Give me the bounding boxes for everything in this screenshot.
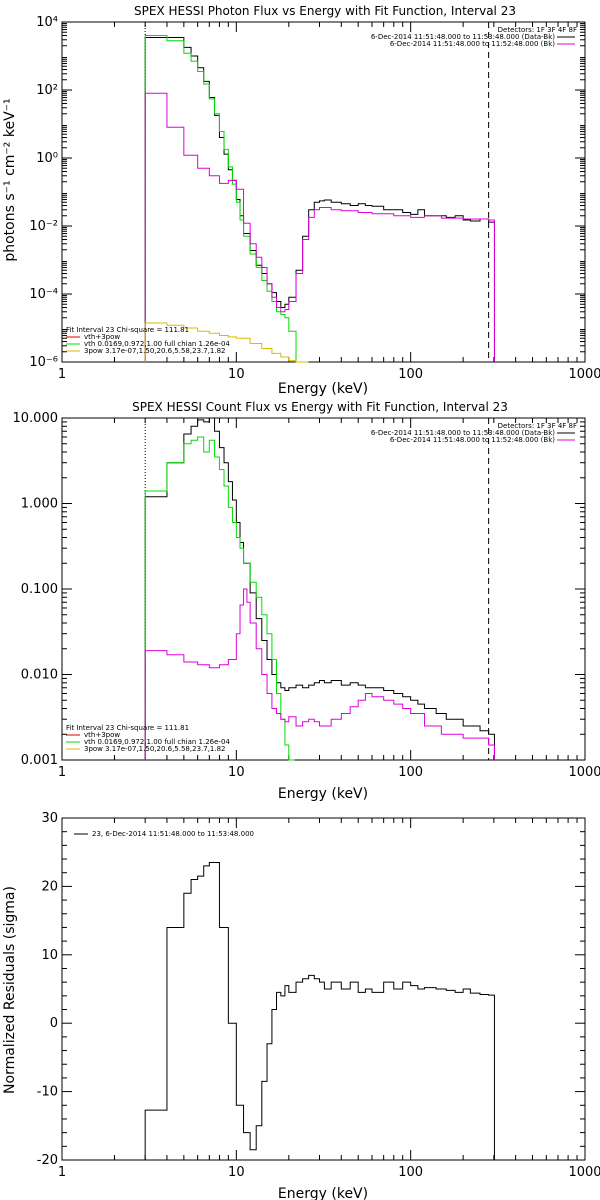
count-flux-plot-area: 1 10 100 1000 0.001 0.010 0.100 1.000 10.000 Dete… bbox=[13, 411, 600, 780]
photon-flux-xlabel: Energy (keV) bbox=[278, 381, 368, 397]
residuals-panel: 1 10 100 1000 -20 -10 0 10 20 30 23, 6-Dec-2014 11… bbox=[2, 811, 600, 1200]
photon-xtick-label: 1000 bbox=[568, 367, 600, 382]
photon-flux-ylabel: photons s⁻¹ cm⁻² keV⁻¹ bbox=[2, 98, 18, 261]
count-legend-bl-3: 3pow 3.17e-07,1.50,20.6,5.58,23.7,1.82 bbox=[84, 745, 226, 753]
resid-legend-tl-0: 23, 6-Dec-2014 11:51:48.000 to 11:53:48.… bbox=[92, 830, 254, 838]
resid-xtick-label: 1000 bbox=[568, 1165, 600, 1180]
residuals-frame bbox=[61, 817, 586, 1161]
count-legend-bl-0: Fit Interval 23 Chi-square = 111.81 bbox=[66, 724, 189, 732]
photon-flux-frame bbox=[61, 21, 586, 363]
photon-legend-tr-2: 6-Dec-2014 11:51:48.000 to 11:52:48.000 … bbox=[390, 40, 555, 48]
resid-ytick-label: -20 bbox=[37, 1153, 58, 1168]
count-xtick-label: 10 bbox=[228, 765, 245, 780]
count-xtick-label: 100 bbox=[398, 765, 423, 780]
photon-xtick-label: 100 bbox=[398, 367, 423, 382]
count-flux-frame bbox=[61, 417, 586, 761]
photon-legend-bl-1: vth+3pow bbox=[84, 333, 120, 341]
resid-ytick-label: -10 bbox=[37, 1085, 58, 1100]
resid-ytick-label: 0 bbox=[50, 1016, 58, 1031]
photon-legend-tr-0: Detectors: 1F 3F 4F 8F bbox=[498, 26, 577, 34]
resid-xtick-label: 1 bbox=[58, 1165, 66, 1180]
count-flux-title: SPEX HESSI Count Flux vs Energy with Fit… bbox=[132, 400, 508, 414]
count-legend-tr-0: Detectors: 1F 3F 4F 8F bbox=[498, 422, 577, 430]
residuals-xlabel: Energy (keV) bbox=[278, 1186, 368, 1200]
photon-flux-plot-area: 1 10 100 1000 10⁻⁶ 10⁻⁴ 10⁻² 10⁰ 10² 10⁴ Detectors… bbox=[29, 15, 600, 382]
photon-xtick-label: 10 bbox=[228, 367, 245, 382]
photon-series-3 bbox=[144, 322, 309, 363]
count-ytick-label: 0.100 bbox=[21, 582, 58, 597]
count-legend-tr-1: 6-Dec-2014 11:51:48.000 to 11:53:48.000 … bbox=[371, 429, 555, 437]
photon-ytick-label: 10⁰ bbox=[36, 151, 58, 166]
photon-series-0 bbox=[144, 37, 495, 362]
resid-series-0 bbox=[144, 861, 495, 1160]
count-xtick-label: 1000 bbox=[568, 765, 600, 780]
photon-legend-bl-0: Fit Interval 23 Chi-square = 111.81 bbox=[66, 326, 189, 334]
photon-flux-panel: SPEX HESSI Photon Flux vs Energy with Fi… bbox=[2, 4, 600, 397]
count-legend-tr-2: 6-Dec-2014 11:51:48.000 to 11:52:48.000 … bbox=[390, 436, 555, 444]
photon-ytick-label: 10⁴ bbox=[36, 15, 58, 30]
resid-ytick-label: 10 bbox=[41, 948, 58, 963]
photon-ytick-label: 10⁻⁴ bbox=[29, 287, 58, 302]
photon-legend-tr-1: 6-Dec-2014 11:51:48.000 to 11:53:48.000 … bbox=[371, 33, 555, 41]
photon-ytick-label: 10⁻² bbox=[29, 219, 58, 234]
resid-ytick-label: 30 bbox=[41, 811, 58, 826]
photon-legend-bl-2: vth 0.0169,0.972,1.00 full chian 1.26e-0… bbox=[84, 340, 230, 348]
photon-ytick-label: 10² bbox=[36, 83, 58, 98]
count-legend-bl-2: vth 0.0169,0.972,1.00 full chian 1.26e-0… bbox=[84, 738, 230, 746]
count-ytick-label: 10.000 bbox=[13, 411, 59, 426]
count-ytick-label: 1.000 bbox=[21, 497, 58, 512]
count-series-1 bbox=[144, 436, 295, 761]
count-ytick-label: 0.001 bbox=[21, 753, 58, 768]
resid-xtick-label: 10 bbox=[228, 1165, 245, 1180]
count-series-0 bbox=[144, 417, 495, 760]
photon-xtick-label: 1 bbox=[58, 367, 66, 382]
photon-ytick-label: 10⁻⁶ bbox=[29, 355, 58, 370]
photon-flux-title: SPEX HESSI Photon Flux vs Energy with Fi… bbox=[134, 4, 516, 18]
count-legend-bl-1: vth+3pow bbox=[84, 731, 120, 739]
count-ytick-label: 0.010 bbox=[21, 668, 58, 683]
photon-series-1 bbox=[144, 35, 302, 363]
count-xtick-label: 1 bbox=[58, 765, 66, 780]
photon-series-2 bbox=[144, 92, 495, 362]
residuals-plot-area: 1 10 100 1000 -20 -10 0 10 20 30 23, 6-Dec-2014 11… bbox=[37, 811, 600, 1180]
photon-legend-bl-3: 3pow 3.17e-07,1.50,20.6,5.58,23.7,1.82 bbox=[84, 347, 226, 355]
count-flux-xlabel: Energy (keV) bbox=[278, 786, 368, 802]
resid-xtick-label: 100 bbox=[398, 1165, 423, 1180]
count-flux-panel: SPEX HESSI Count Flux vs Energy with Fit… bbox=[13, 400, 600, 802]
resid-ytick-label: 20 bbox=[41, 879, 58, 894]
residuals-ylabel: Normalized Residuals (sigma) bbox=[2, 886, 18, 1094]
count-series-2 bbox=[144, 588, 495, 760]
